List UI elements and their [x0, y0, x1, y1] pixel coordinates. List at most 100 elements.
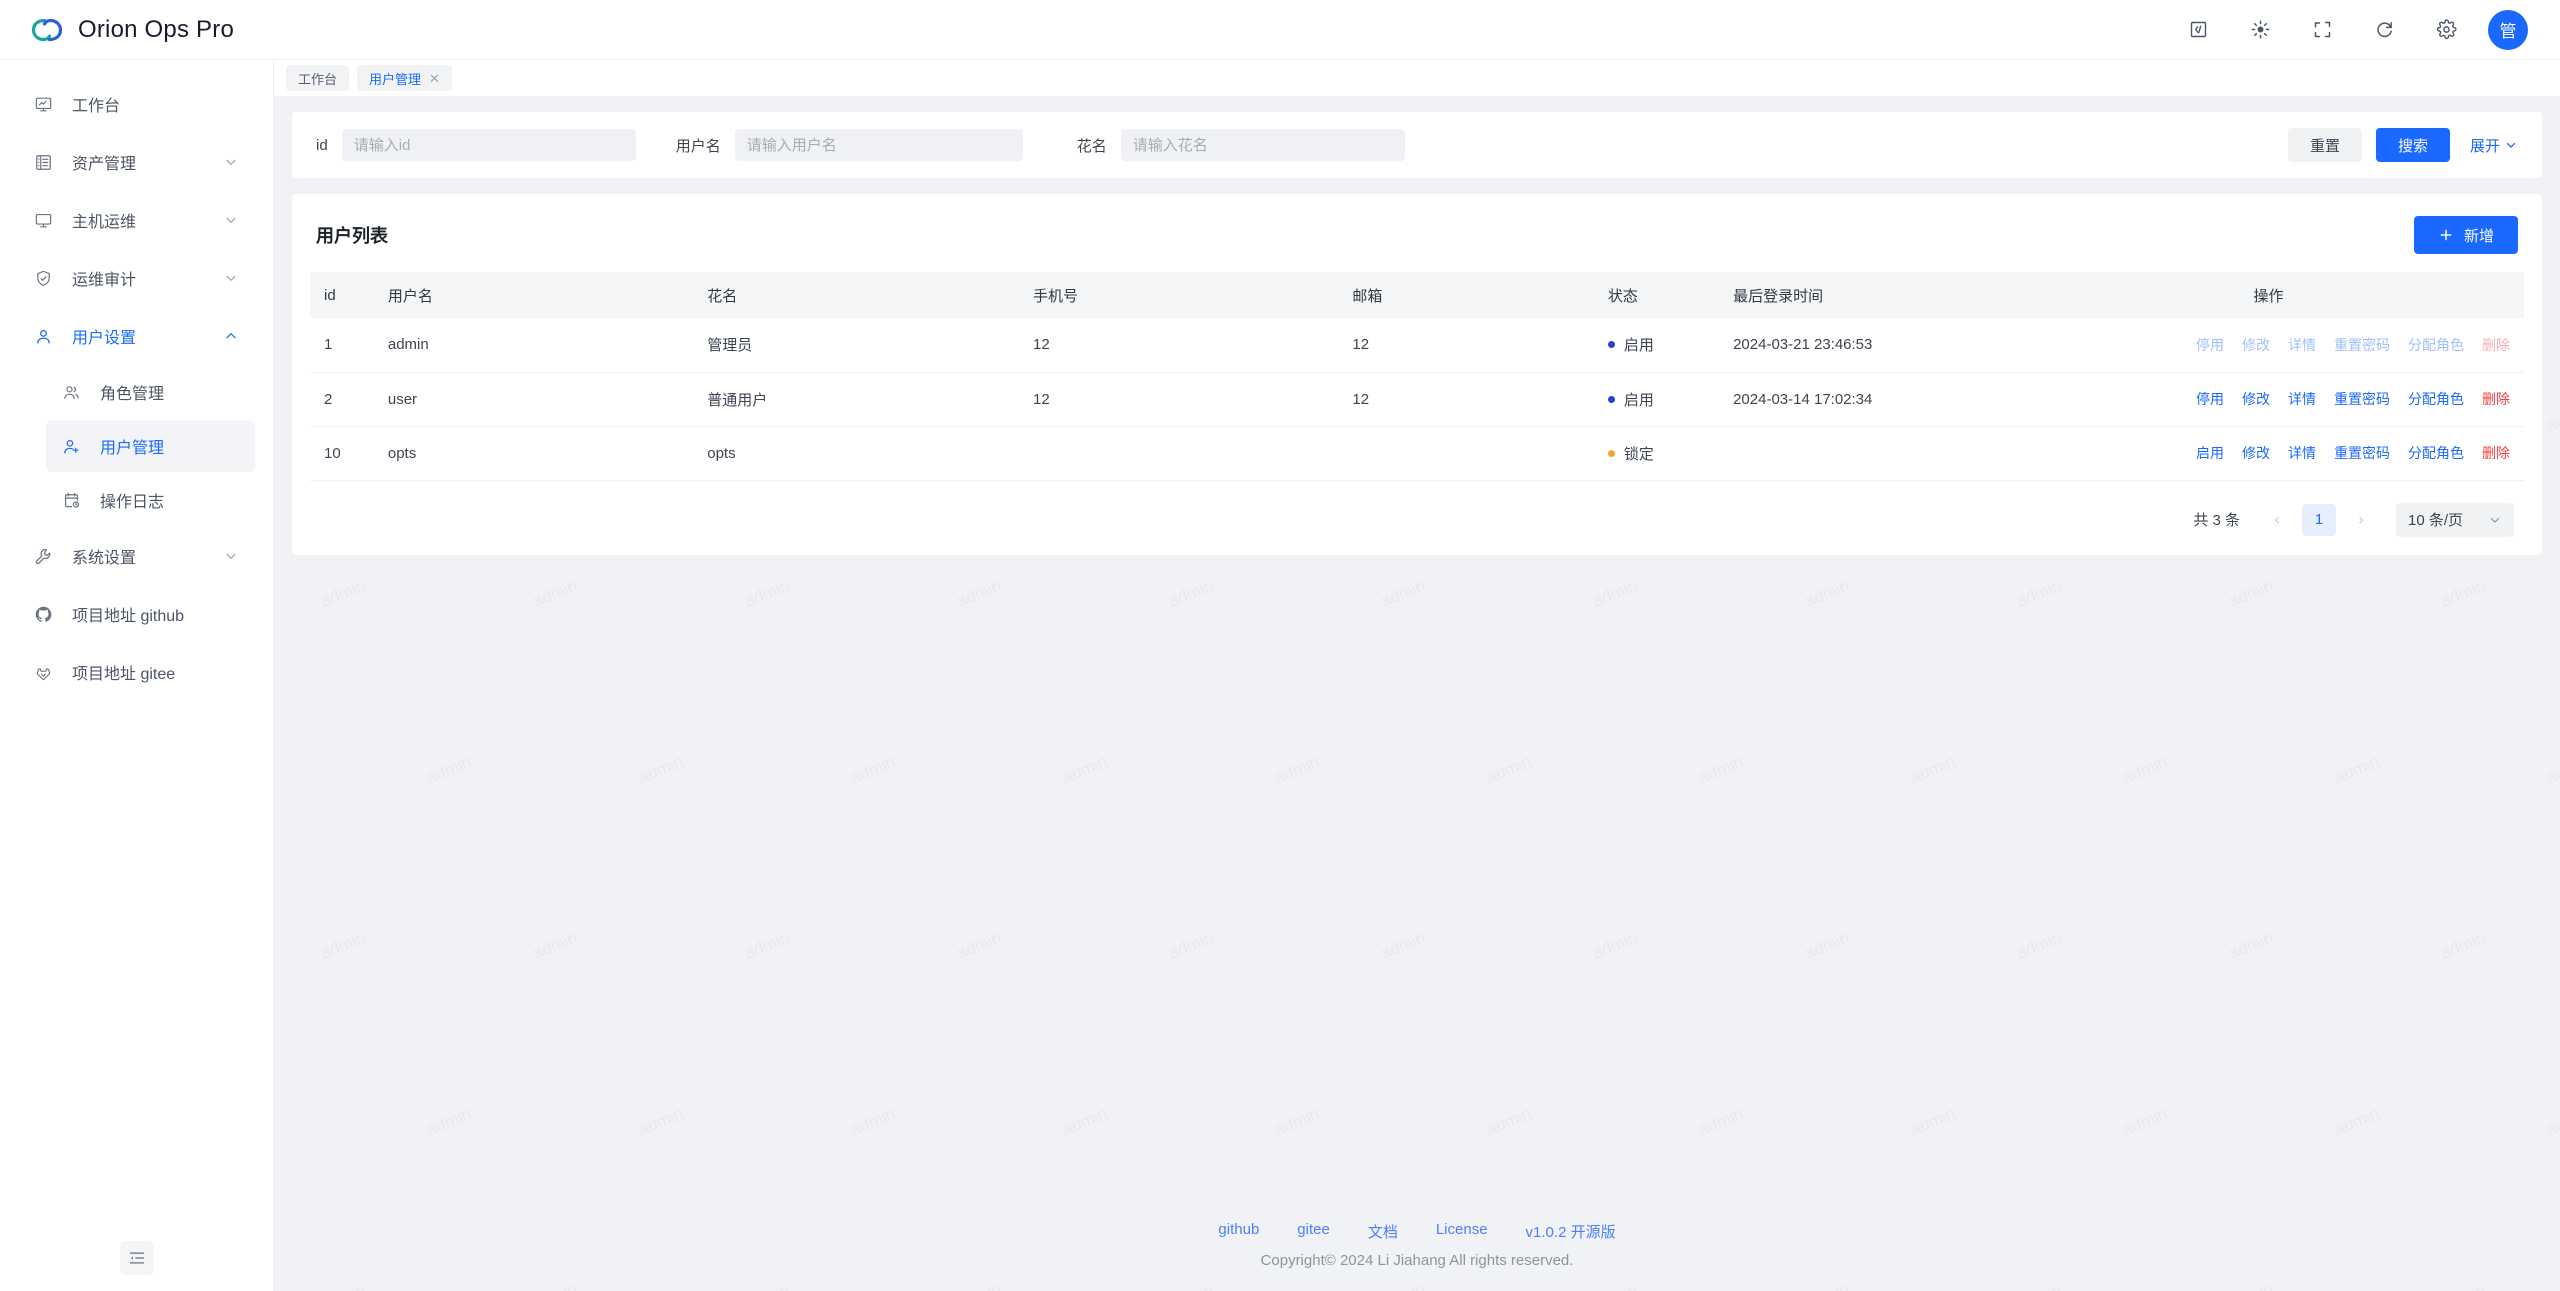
action-edit[interactable]: 修改 [2242, 336, 2270, 353]
refresh-icon[interactable] [2364, 10, 2404, 50]
watermark-text: admin [2014, 928, 2064, 964]
cell-id: 10 [310, 426, 374, 481]
search-input-username[interactable] [734, 129, 1023, 161]
sidebar-item-system-settings[interactable]: 系统设置 [18, 528, 255, 584]
cell-phone: 12 [1019, 318, 1339, 373]
sidebar-item-github[interactable]: 项目地址 github [18, 586, 255, 642]
status-dot-icon [1607, 341, 1615, 349]
cell-nickname: 管理员 [693, 318, 1020, 373]
chevron-down-icon [223, 212, 239, 228]
reset-button[interactable]: 重置 [2287, 128, 2362, 162]
footer-link-gitee[interactable]: gitee [1297, 1221, 1330, 1238]
app-title: Orion Ops Pro [78, 15, 234, 43]
sun-icon[interactable] [2240, 10, 2280, 50]
action-assign-role[interactable]: 分配角色 [2408, 391, 2464, 407]
pagination-prev-icon[interactable]: ‹ [2274, 511, 2280, 528]
sidebar-item-asset[interactable]: 资产管理 [18, 134, 255, 190]
table-row: 2 user 普通用户 12 12 启用 2024-03-14 17:02:34 [310, 372, 2524, 427]
cell-nickname: opts [693, 426, 1020, 481]
action-disable[interactable]: 停用 [2196, 391, 2224, 407]
watermark-text: admin [1802, 928, 1852, 964]
action-delete[interactable]: 删除 [2482, 445, 2510, 461]
column-header-phone: 手机号 [1033, 287, 1079, 305]
column-header-status: 状态 [1607, 287, 1638, 305]
cell-status: 启用 [1593, 318, 1720, 373]
action-disable[interactable]: 停用 [2196, 336, 2224, 353]
watermark-text: admin [2544, 400, 2560, 436]
sidebar-item-operation-log[interactable]: 操作日志 [46, 474, 255, 526]
watermark-text: admin [636, 752, 686, 788]
search-button[interactable]: 搜索 [2375, 128, 2450, 162]
cell-operations: 启用 修改 详情 重置密码 分配角色 删除 [2012, 426, 2524, 481]
status-badge: 启用 [1607, 389, 1705, 410]
search-input-id[interactable] [341, 129, 636, 161]
footer-link-license[interactable]: License [1435, 1221, 1488, 1238]
expand-filters-button[interactable]: 展开 [2470, 135, 2518, 156]
watermark-text: admin [1060, 752, 1110, 788]
filter-username-label: 用户名 [675, 137, 721, 155]
chevron-down-icon [223, 154, 239, 170]
gear-icon[interactable] [2426, 10, 2466, 50]
cell-id: 2 [310, 372, 374, 427]
calendar-clock-icon [62, 491, 88, 510]
cell-last-login: 2024-03-21 23:46:53 [1719, 318, 2013, 373]
sidebar-item-gitee[interactable]: 项目地址 gitee [18, 644, 255, 700]
watermark-text: admin [2120, 1104, 2170, 1140]
cell-status: 锁定 [1593, 426, 1720, 481]
sidebar-item-label: 资产管理 [72, 156, 137, 173]
action-delete[interactable]: 删除 [2482, 336, 2510, 353]
action-detail[interactable]: 详情 [2288, 336, 2316, 353]
cell-id: 1 [310, 318, 374, 373]
sidebar-item-label: 用户设置 [72, 330, 137, 347]
action-assign-role[interactable]: 分配角色 [2408, 336, 2464, 353]
action-reset-password[interactable]: 重置密码 [2334, 391, 2390, 407]
code-icon[interactable] [2178, 10, 2218, 50]
avatar[interactable]: 管 [2488, 9, 2528, 50]
sidebar-item-host-ops[interactable]: 主机运维 [18, 192, 255, 248]
watermark-text: admin [1484, 1104, 1534, 1140]
watermark-text: admin [2438, 928, 2488, 964]
footer-link-version[interactable]: v1.0.2 开源版 [1525, 1224, 1616, 1241]
action-edit[interactable]: 修改 [2242, 391, 2270, 407]
sidebar-collapse-area [0, 1241, 274, 1275]
cell-operations: 停用 修改 详情 重置密码 分配角色 删除 [2012, 318, 2524, 373]
action-detail[interactable]: 详情 [2288, 391, 2316, 407]
tab-user-management[interactable]: 用户管理 ✕ [357, 65, 452, 91]
search-input-nickname[interactable] [1120, 129, 1405, 161]
chevron-down-icon [2504, 138, 2518, 152]
action-reset-password[interactable]: 重置密码 [2334, 445, 2390, 461]
action-enable[interactable]: 启用 [2196, 445, 2224, 461]
close-icon[interactable]: ✕ [429, 70, 440, 86]
sidebar: 工作台 资产管理 [0, 60, 274, 1291]
action-edit[interactable]: 修改 [2242, 445, 2270, 461]
pagination-next-icon[interactable]: › [2358, 511, 2364, 528]
action-assign-role[interactable]: 分配角色 [2408, 445, 2464, 461]
pagination-page-1[interactable]: 1 [2302, 503, 2336, 536]
filter-username: 用户名 [676, 129, 1023, 161]
action-reset-password[interactable]: 重置密码 [2334, 336, 2390, 353]
watermark-text: admin [848, 752, 898, 788]
sidebar-item-audit[interactable]: 运维审计 [18, 250, 255, 306]
status-badge: 锁定 [1607, 443, 1705, 464]
filter-id: id [316, 129, 636, 161]
app-logo[interactable]: Orion Ops Pro [0, 13, 234, 47]
column-header-nickname: 花名 [707, 287, 738, 305]
action-detail[interactable]: 详情 [2288, 445, 2316, 461]
action-delete[interactable]: 删除 [2482, 391, 2510, 407]
footer-link-docs[interactable]: 文档 [1367, 1224, 1398, 1241]
watermark-text: admin [2544, 1104, 2560, 1140]
add-user-label: 新增 [2463, 227, 2494, 245]
menu-fold-icon[interactable] [120, 1241, 154, 1275]
sidebar-item-workbench[interactable]: 工作台 [18, 76, 255, 132]
sidebar-item-role-management[interactable]: 角色管理 [46, 366, 255, 418]
page-size-select[interactable]: 10 条/页 [2396, 502, 2514, 537]
add-user-button[interactable]: 新增 [2413, 216, 2518, 254]
tab-workbench[interactable]: 工作台 [286, 65, 350, 91]
row-actions: 停用 修改 详情 重置密码 分配角色 删除 [2027, 389, 2510, 409]
sidebar-item-user-management[interactable]: 用户管理 [46, 420, 255, 472]
sidebar-item-user-settings[interactable]: 用户设置 [18, 308, 255, 364]
footer-link-github[interactable]: github [1218, 1221, 1260, 1238]
user-icon [34, 327, 60, 346]
watermark-text: admin [1590, 928, 1640, 964]
fullscreen-icon[interactable] [2302, 10, 2342, 50]
